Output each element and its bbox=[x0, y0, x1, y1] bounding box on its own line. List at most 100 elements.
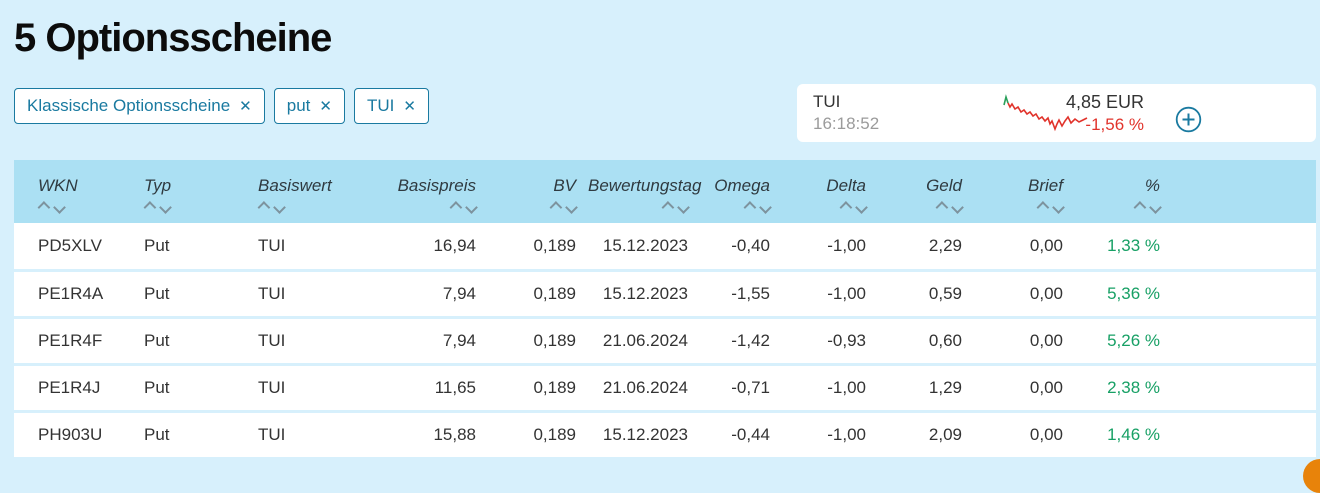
sort-arrows[interactable] bbox=[257, 201, 376, 214]
sort-descending-icon[interactable] bbox=[273, 201, 286, 214]
cell-bv: 0,189 bbox=[488, 317, 588, 366]
cell-basispreis: 16,94 bbox=[376, 223, 488, 272]
column-label-bv: BV bbox=[553, 176, 576, 195]
sort-descending-icon[interactable] bbox=[53, 201, 66, 214]
table-row-PE1R4A[interactable]: PE1R4A Put TUI 7,94 0,189 15.12.2023 -1,55 -1,0… bbox=[14, 270, 1316, 319]
cell-filler bbox=[1172, 317, 1316, 366]
sort-arrows[interactable] bbox=[488, 201, 578, 214]
cell-omega: -0,44 bbox=[700, 411, 782, 460]
cell-filler bbox=[1172, 223, 1316, 272]
cell-bewertungstag: 15.12.2023 bbox=[588, 223, 700, 272]
sort-arrows[interactable] bbox=[1075, 201, 1162, 214]
plus-circle-icon[interactable] bbox=[1175, 106, 1202, 133]
sort-ascending-icon[interactable] bbox=[257, 201, 271, 214]
sort-descending-icon[interactable] bbox=[855, 201, 868, 214]
quote-price-block: 4,85 EUR -1,56 % bbox=[994, 92, 1144, 135]
cell-basiswert: TUI bbox=[258, 364, 376, 413]
column-header-bewertungstag[interactable]: Bewertungstag bbox=[588, 160, 702, 223]
cell-brief: 0,00 bbox=[974, 364, 1075, 413]
cell-basispreis: 7,94 bbox=[376, 317, 488, 366]
filter-chip-klassische-optionsscheine[interactable]: Klassische Optionsscheine ✕ bbox=[14, 88, 265, 124]
sort-ascending-icon[interactable] bbox=[839, 201, 853, 214]
cell-brief: 0,00 bbox=[974, 270, 1075, 319]
sort-arrows[interactable] bbox=[700, 201, 772, 214]
sort-descending-icon[interactable] bbox=[465, 201, 478, 214]
quote-change: -1,56 % bbox=[1085, 115, 1144, 134]
column-label-wkn: WKN bbox=[38, 176, 78, 195]
cell-geld: 0,59 bbox=[878, 270, 974, 319]
sort-descending-icon[interactable] bbox=[159, 201, 172, 214]
cell-typ: Put bbox=[144, 223, 258, 272]
column-header-geld[interactable]: Geld bbox=[878, 160, 974, 223]
cell-typ: Put bbox=[144, 317, 258, 366]
sort-descending-icon[interactable] bbox=[759, 201, 772, 214]
filter-chip-label: TUI bbox=[366, 96, 395, 115]
sort-descending-icon[interactable] bbox=[565, 201, 578, 214]
close-icon[interactable]: ✕ bbox=[239, 97, 252, 115]
sort-ascending-icon[interactable] bbox=[743, 201, 757, 214]
cell-bv: 0,189 bbox=[488, 411, 588, 460]
warrants-table: WKN Typ Basiswert Basispreis BV Bewertungstag… bbox=[14, 160, 1316, 460]
filter-chip-put[interactable]: put ✕ bbox=[273, 88, 345, 124]
sort-descending-icon[interactable] bbox=[951, 201, 964, 214]
sort-arrows[interactable] bbox=[974, 201, 1065, 214]
close-icon[interactable]: ✕ bbox=[403, 97, 416, 115]
column-header-typ[interactable]: Typ bbox=[143, 160, 258, 223]
cell-pct: 2,38 % bbox=[1075, 364, 1172, 413]
sort-arrows[interactable] bbox=[143, 201, 258, 214]
column-header-basiswert[interactable]: Basiswert bbox=[257, 160, 376, 223]
quote-price: 4,85 EUR bbox=[1065, 92, 1144, 112]
cell-wkn: PE1R4A bbox=[14, 270, 144, 319]
column-header-wkn[interactable]: WKN bbox=[14, 160, 144, 223]
sort-arrows[interactable] bbox=[37, 201, 144, 214]
cell-basiswert: TUI bbox=[258, 411, 376, 460]
cell-filler bbox=[1172, 364, 1316, 413]
cell-brief: 0,00 bbox=[974, 223, 1075, 272]
cell-bv: 0,189 bbox=[488, 223, 588, 272]
sort-ascending-icon[interactable] bbox=[449, 201, 463, 214]
column-label-basispreis: Basispreis bbox=[397, 176, 476, 195]
sort-arrows[interactable] bbox=[782, 201, 868, 214]
cell-geld: 2,29 bbox=[878, 223, 974, 272]
sort-ascending-icon[interactable] bbox=[1133, 201, 1147, 214]
filter-chip-tui[interactable]: TUI ✕ bbox=[353, 88, 429, 124]
corner-fab-button[interactable] bbox=[1303, 459, 1320, 493]
cell-bewertungstag: 15.12.2023 bbox=[588, 270, 700, 319]
column-label-bewertungstag: Bewertungstag bbox=[588, 176, 702, 195]
cell-basispreis: 11,65 bbox=[376, 364, 488, 413]
sort-arrows[interactable] bbox=[588, 201, 690, 214]
sort-arrows[interactable] bbox=[376, 201, 478, 214]
table-row-PE1R4J[interactable]: PE1R4J Put TUI 11,65 0,189 21.06.2024 -0,71 -1,… bbox=[14, 364, 1316, 413]
column-header-bv[interactable]: BV bbox=[488, 160, 588, 223]
column-header-omega[interactable]: Omega bbox=[700, 160, 782, 223]
sort-descending-icon[interactable] bbox=[1052, 201, 1065, 214]
cell-omega: -1,55 bbox=[700, 270, 782, 319]
cell-wkn: PE1R4J bbox=[14, 364, 144, 413]
column-header-pct[interactable]: % bbox=[1075, 160, 1172, 223]
sort-descending-icon[interactable] bbox=[677, 201, 690, 214]
column-header-basispreis[interactable]: Basispreis bbox=[376, 160, 488, 223]
table-row-PD5XLV[interactable]: PD5XLV Put TUI 16,94 0,189 15.12.2023 -0,40 -1,… bbox=[14, 223, 1316, 272]
cell-brief: 0,00 bbox=[974, 411, 1075, 460]
cell-pct: 5,26 % bbox=[1075, 317, 1172, 366]
sort-ascending-icon[interactable] bbox=[37, 201, 51, 214]
sort-ascending-icon[interactable] bbox=[935, 201, 949, 214]
cell-basispreis: 7,94 bbox=[376, 270, 488, 319]
sort-ascending-icon[interactable] bbox=[143, 201, 157, 214]
column-label-geld: Geld bbox=[926, 176, 962, 195]
quote-widget-tui[interactable]: TUI 16:18:52 4,85 EUR -1,56 % bbox=[797, 84, 1316, 142]
cell-pct: 1,33 % bbox=[1075, 223, 1172, 272]
sort-descending-icon[interactable] bbox=[1149, 201, 1162, 214]
column-header-delta[interactable]: Delta bbox=[782, 160, 878, 223]
close-icon[interactable]: ✕ bbox=[319, 97, 332, 115]
table-row-PH903U[interactable]: PH903U Put TUI 15,88 0,189 15.12.2023 -0,44 -1,… bbox=[14, 411, 1316, 460]
sort-ascending-icon[interactable] bbox=[549, 201, 563, 214]
cell-delta: -0,93 bbox=[782, 317, 878, 366]
table-row-PE1R4F[interactable]: PE1R4F Put TUI 7,94 0,189 21.06.2024 -1,42 -0,9… bbox=[14, 317, 1316, 366]
sort-ascending-icon[interactable] bbox=[1036, 201, 1050, 214]
sort-ascending-icon[interactable] bbox=[661, 201, 675, 214]
column-header-brief[interactable]: Brief bbox=[974, 160, 1075, 223]
column-label-omega: Omega bbox=[714, 176, 770, 195]
sort-arrows[interactable] bbox=[878, 201, 964, 214]
column-label-typ: Typ bbox=[144, 176, 172, 195]
